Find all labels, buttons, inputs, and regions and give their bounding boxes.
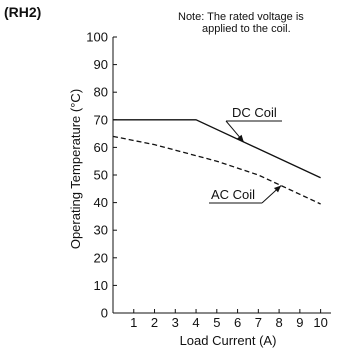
dc-coil-arrowhead [236,134,244,143]
y-tick-label: 60 [94,140,108,155]
y-axis-title: Operating Temperature (°C) [68,89,83,249]
ac-coil-arrowhead [273,185,282,193]
chart-note-line-1: Note: The rated voltage is [178,11,304,23]
y-tick-label: 80 [94,85,108,100]
x-tick-label: 10 [313,315,327,330]
x-tick-label: 4 [192,315,199,330]
y-tick-label: 20 [94,250,108,265]
x-tick-label: 3 [172,315,179,330]
x-tick-label: 1 [130,315,137,330]
x-tick-label: 2 [151,315,158,330]
y-tick-label: 0 [101,306,108,321]
x-axis-title: Load Current (A) [180,333,277,348]
x-tick-label: 8 [275,315,282,330]
y-tick-label: 10 [94,278,108,293]
x-tick-label: 6 [234,315,241,330]
ac-coil-label: AC Coil [211,187,255,202]
y-tick-label: 70 [94,112,108,127]
y-tick-label: 50 [94,168,108,183]
y-tick-label: 30 [94,223,108,238]
chart-note-line-2: applied to the coil. [202,23,291,35]
series-line-ac-coil [112,135,321,205]
y-tick-label: 90 [94,57,108,72]
series-line-dc-coil [113,119,321,179]
x-tick-label: 5 [213,315,220,330]
chart-note: Note: The rated voltage is applied to th… [178,11,304,35]
chart-title: (RH2) [4,4,42,20]
x-tick-label: 7 [255,315,262,330]
y-tick-label: 40 [94,195,108,210]
x-tick-label: 9 [296,315,303,330]
y-tick-label: 100 [86,30,108,45]
dc-coil-label: DC Coil [232,105,277,120]
